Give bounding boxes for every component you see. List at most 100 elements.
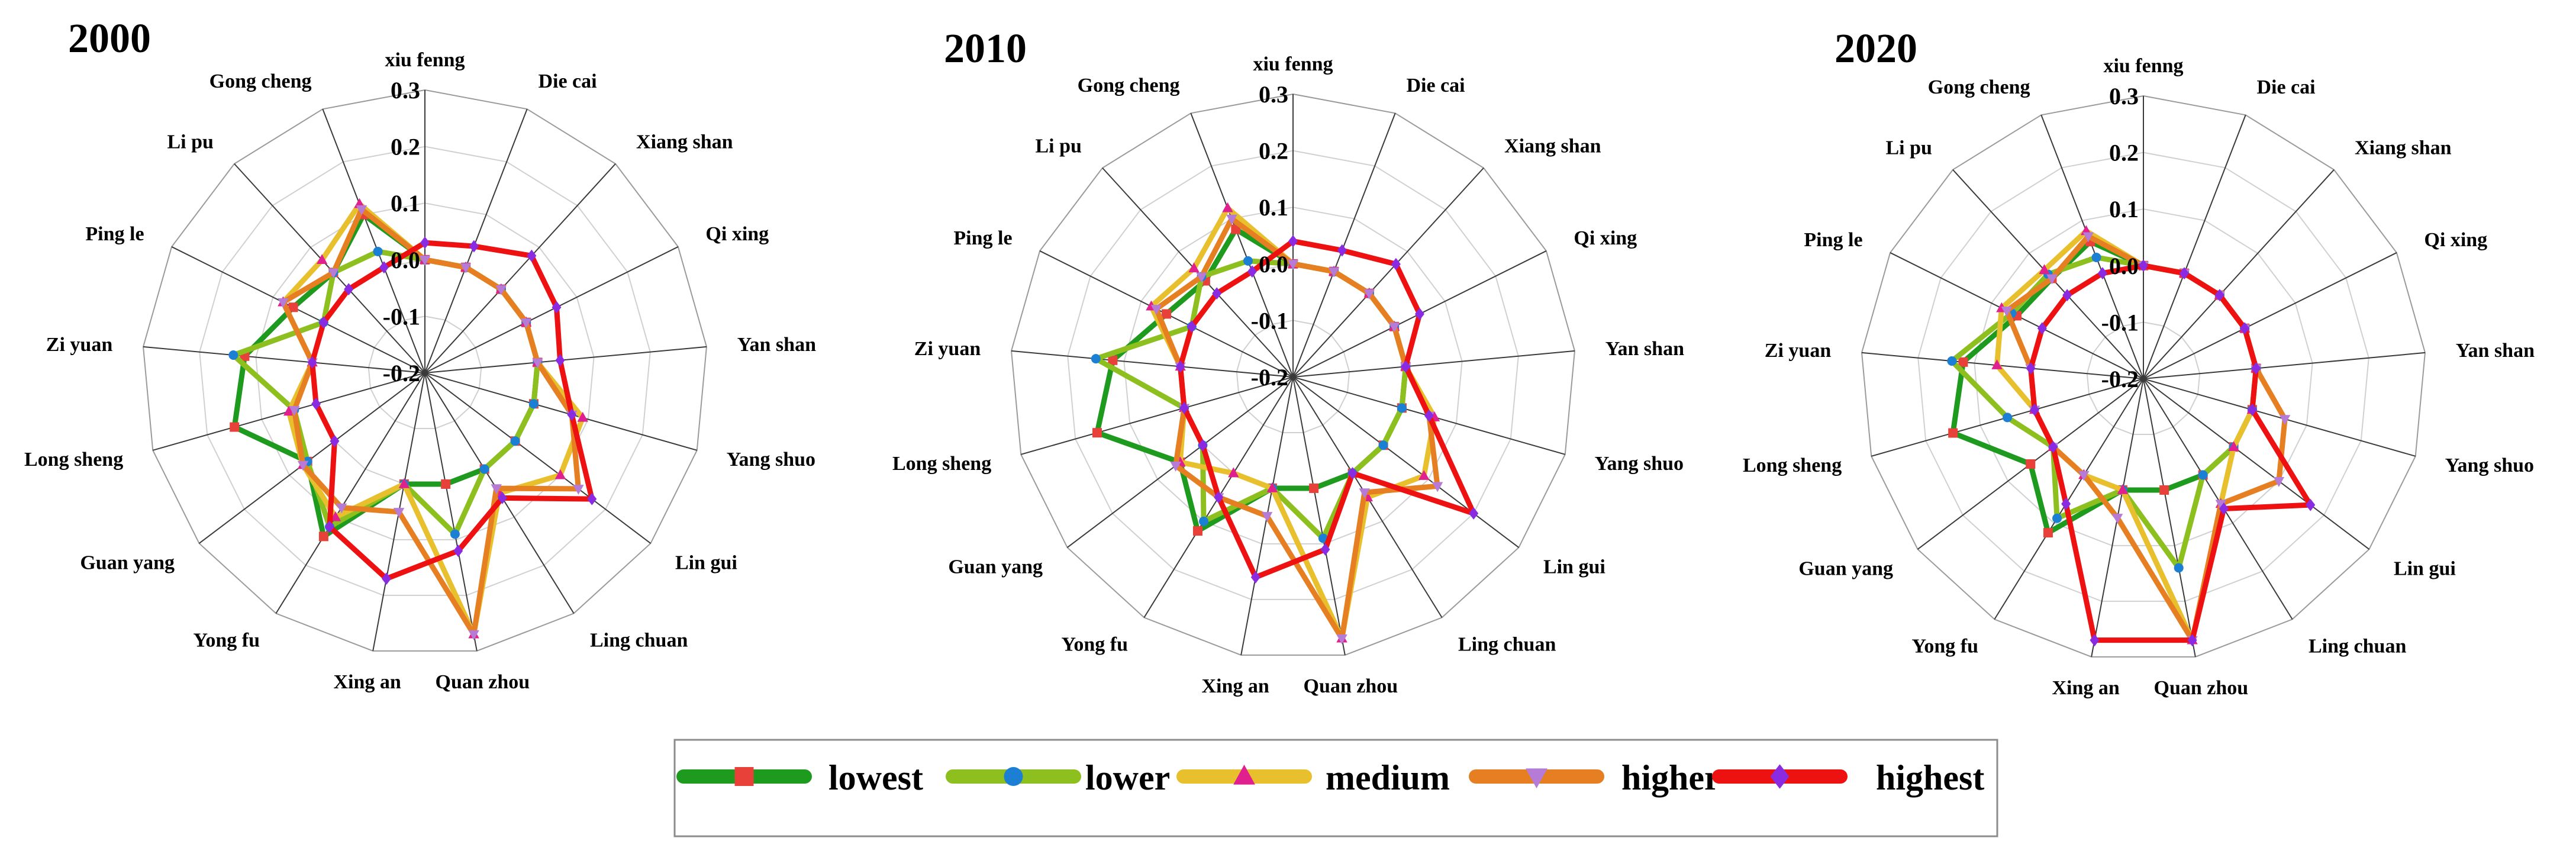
data-point-higher: [2273, 477, 2285, 487]
radar-panel-2000: 2000 -0.2 -0.1 0.0 0.1 0.2 0.3 xiu fenng Die cai…: [24, 16, 816, 693]
data-point-medium: [1222, 202, 1233, 212]
data-point-lower: [2091, 252, 2101, 262]
series-highest: [2026, 259, 2316, 647]
tick-label: 0.3: [1259, 81, 1288, 108]
spoke-label-die-cai: Die cai: [2256, 76, 2315, 98]
spoke-label-die-cai: Die cai: [1406, 75, 1465, 96]
data-point-highest: [567, 408, 577, 421]
spoke-line: [2143, 252, 2397, 379]
data-point-highest: [2187, 634, 2197, 647]
data-point-medium: [398, 478, 410, 488]
series-line-lower: [1949, 254, 2259, 571]
data-point-highest: [2062, 289, 2072, 302]
data-point-lower: [1091, 354, 1101, 364]
spoke-label-yang-shuo: Yang shuo: [1595, 453, 1684, 475]
grid-ring: [199, 146, 651, 596]
data-point-highest: [2026, 362, 2036, 375]
data-point-higher: [2111, 514, 2123, 524]
panel-title: 2010: [944, 26, 1027, 72]
tick-label: 0.1: [391, 190, 420, 217]
spoke-line: [2143, 352, 2426, 379]
data-point-higher: [1359, 488, 1370, 499]
spoke-label-qi-xing: Qi xing: [705, 223, 769, 245]
spoke-label-lin-gui: Lin gui: [2394, 558, 2456, 579]
spoke-line: [322, 108, 425, 373]
data-point-highest: [379, 261, 389, 274]
data-point-higher: [289, 405, 300, 416]
spoke-line: [1861, 352, 2144, 379]
data-point-highest: [311, 397, 321, 410]
data-point-highest: [1179, 401, 1189, 414]
spoke-line: [424, 163, 616, 373]
series-lower: [1947, 252, 2261, 573]
data-point-highest: [2090, 634, 2100, 647]
spoke-line: [2143, 378, 2293, 620]
series-highest: [307, 236, 597, 585]
legend-swatch-marker: [1233, 765, 1255, 785]
tick-label: -0.1: [2101, 309, 2139, 336]
data-point-lower: [1318, 533, 1328, 543]
spoke-label-xiang-shan: Xiang shan: [2355, 137, 2452, 159]
spoke-line: [424, 372, 698, 451]
spoke-label-li-pu: Li pu: [1035, 135, 1081, 157]
tick-label: 0.3: [391, 77, 420, 104]
data-point-medium: [1188, 262, 1200, 273]
data-point-lower: [1947, 356, 1957, 366]
tick-label: -0.2: [383, 360, 420, 386]
spoke-label-xing-an: Xing an: [333, 671, 401, 693]
data-point-higher: [1336, 634, 1347, 645]
spoke-label-xiu-fenng: xiu fenng: [1253, 53, 1333, 75]
data-point-lower: [528, 399, 539, 409]
data-point-highest: [1414, 308, 1424, 320]
legend-frame: [673, 739, 1998, 837]
data-point-higher: [1388, 322, 1400, 333]
data-point-highest: [324, 520, 334, 533]
data-point-higher: [1196, 272, 1207, 283]
data-point-higher: [1226, 214, 1237, 225]
legend-label: highest: [1876, 758, 1984, 797]
series-line-highest: [1178, 239, 1476, 580]
spoke-label-lin-gui: Lin gui: [675, 552, 737, 574]
spoke-label-gong-cheng: Gong cheng: [1928, 76, 2030, 98]
data-point-highest: [2139, 259, 2148, 272]
data-point-higher: [1363, 289, 1375, 299]
data-point-lowest: [2026, 459, 2036, 469]
tick-label: 0.2: [2109, 140, 2139, 166]
tick-label: 0.1: [1259, 194, 1288, 221]
data-point-higher: [297, 460, 309, 471]
spoke-line: [1020, 376, 1294, 455]
data-point-lower: [2003, 413, 2013, 423]
data-point-highest: [1250, 571, 1260, 584]
grid-ring: [1123, 207, 1463, 545]
data-point-lowest: [1092, 428, 1102, 438]
data-point-higher: [2046, 274, 2058, 285]
data-point-highest: [1391, 257, 1401, 270]
spoke-label-long-sheng: Long sheng: [892, 453, 991, 475]
data-point-highest: [1214, 491, 1224, 504]
spoke-label-gong-cheng: Gong cheng: [1078, 75, 1180, 96]
data-point-medium: [1266, 482, 1278, 492]
spoke-label-quan-zhou: Quan zhou: [1304, 675, 1398, 697]
spoke-line: [1102, 167, 1294, 378]
spoke-label-xiu-fenng: xiu fenng: [385, 49, 465, 71]
data-point-higher: [393, 508, 405, 518]
spoke-line: [171, 246, 425, 373]
tick-label: 0.0: [1259, 251, 1288, 278]
data-point-higher: [278, 298, 289, 308]
data-point-highest: [382, 572, 392, 585]
spoke-label-yong-fu: Yong fu: [1062, 634, 1128, 656]
series-highest: [1175, 235, 1479, 584]
data-point-lower: [1199, 516, 1209, 526]
spoke-label-lin-gui: Lin gui: [1543, 556, 1605, 578]
spoke-line: [1994, 378, 2144, 620]
data-point-lower: [479, 464, 489, 474]
data-point-lowest: [1231, 224, 1241, 234]
radar-panel-2010: 2010 -0.2 -0.1 0.0 0.1 0.2 0.3 xiu fenng Die cai…: [892, 26, 1684, 697]
spoke-label-xiang-shan: Xiang shan: [1504, 135, 1601, 157]
spoke-line: [1292, 350, 1575, 378]
data-point-lowest: [1108, 355, 1118, 365]
data-point-highest: [2251, 362, 2261, 375]
spoke-line: [424, 346, 707, 373]
data-point-highest: [552, 301, 562, 314]
